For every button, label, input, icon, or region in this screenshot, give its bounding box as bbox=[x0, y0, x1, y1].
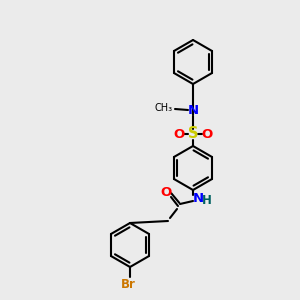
Text: O: O bbox=[201, 128, 213, 140]
Text: S: S bbox=[188, 127, 198, 142]
Text: O: O bbox=[173, 128, 184, 140]
Text: CH₃: CH₃ bbox=[155, 103, 173, 113]
Text: H: H bbox=[202, 194, 212, 206]
Text: Br: Br bbox=[121, 278, 135, 290]
Text: N: N bbox=[188, 104, 199, 118]
Text: N: N bbox=[192, 191, 204, 205]
Text: O: O bbox=[160, 187, 172, 200]
